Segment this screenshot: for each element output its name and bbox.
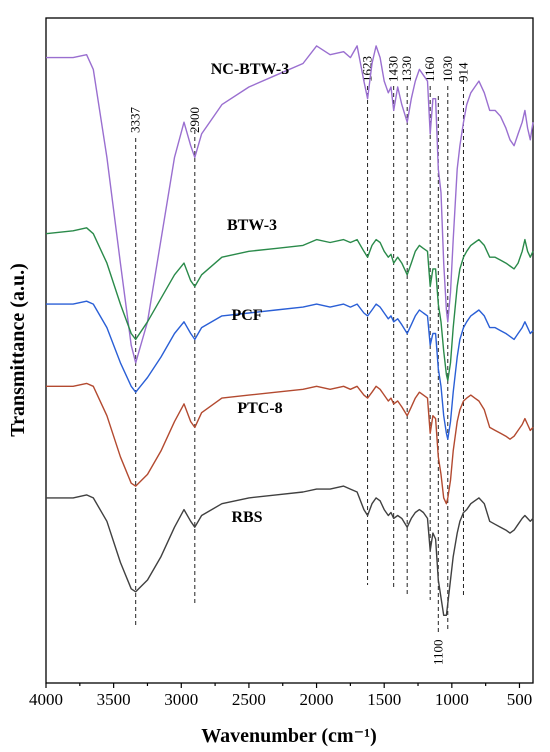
x-tick-label: 3000 [164,690,198,709]
spectrum-nc-btw-3 [46,45,534,364]
series-labels: NC-BTW-3 BTW-3 PCF PTC-8 RBS [211,61,290,526]
peak-label: 1100 [430,639,445,665]
peak-label: 1430 [386,56,401,82]
series-label: PCF [231,307,262,324]
x-tick-label: 4000 [29,690,63,709]
x-tick-label: 1500 [367,690,401,709]
spectrum-ptc-8 [46,382,534,505]
peak-label: 1030 [440,56,455,82]
x-axis-title: Wavenumber (cm⁻¹) [201,725,377,747]
peak-label: 1330 [399,56,414,82]
series-label: RBS [231,509,262,526]
series-label: NC-BTW-3 [211,61,290,78]
y-axis-title: Transmittance (a.u.) [7,263,29,437]
x-tick-label: 2000 [300,690,334,709]
series-label: BTW-3 [227,217,277,234]
spectra [45,45,534,616]
spectrum-pcf [46,300,534,440]
x-tick-label: 3500 [97,690,131,709]
x-tick-label: 1000 [435,690,469,709]
x-axis-ticks: 4000 3500 3000 2500 2000 1500 1000 500 [29,683,532,709]
series-label: PTC-8 [237,400,282,417]
x-tick-label: 500 [507,690,533,709]
plot-frame [45,17,534,684]
peak-label: 1160 [422,56,437,82]
spectrum-rbs [46,485,534,616]
peak-label: 914 [455,62,470,82]
peak-guide-lines [135,80,464,632]
peak-label: 2900 [187,107,202,133]
x-tick-label: 2500 [232,690,266,709]
peak-label: 3337 [128,107,143,134]
spectrum-btw-3 [45,227,534,382]
